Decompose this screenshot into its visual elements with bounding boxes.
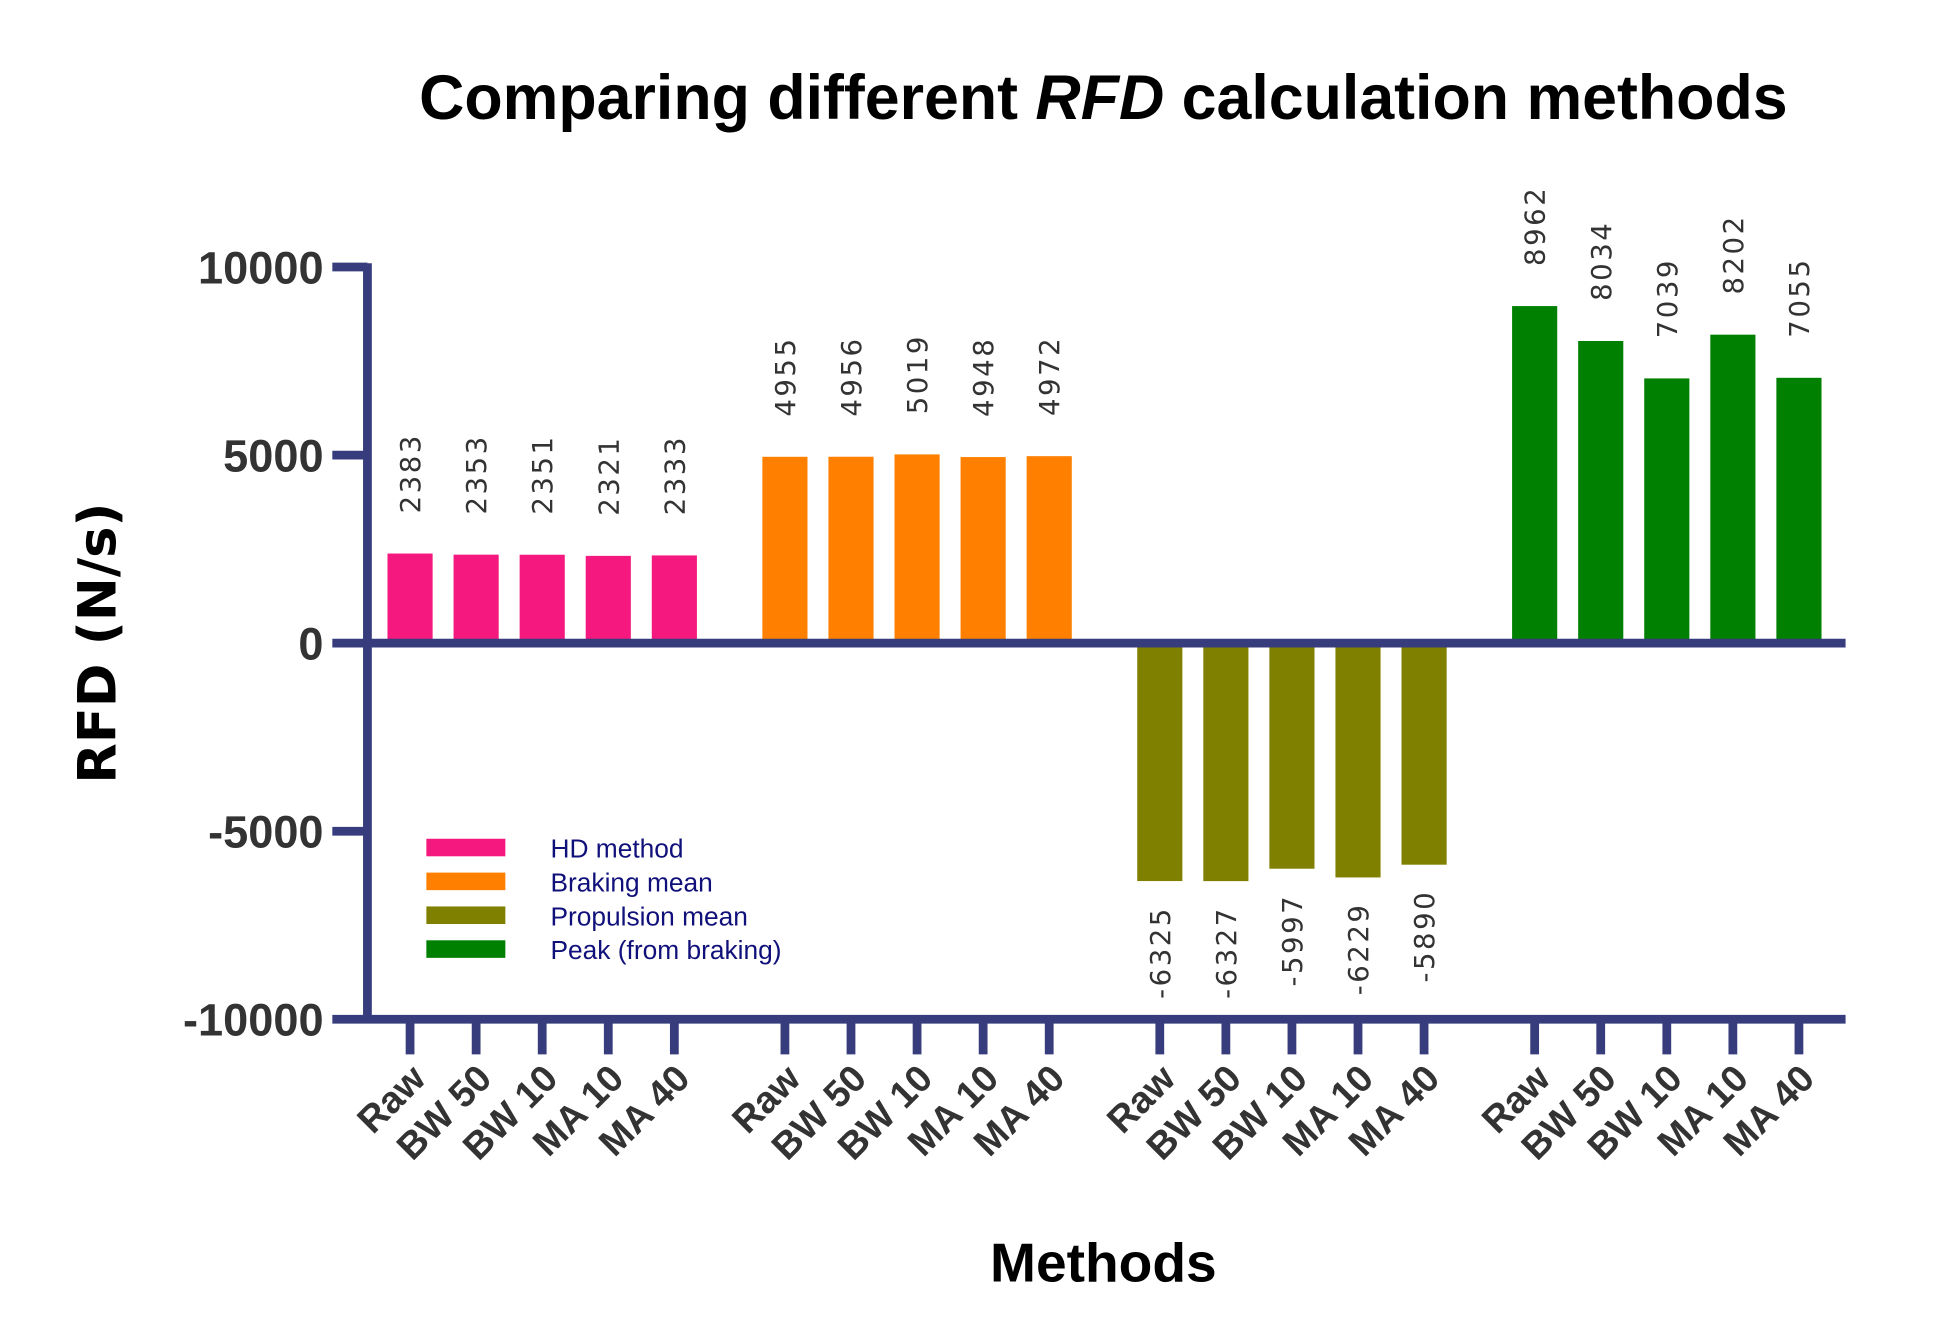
data-label: 7039 bbox=[1651, 258, 1684, 338]
bar-braking-mean-raw bbox=[762, 456, 808, 644]
data-label: 8202 bbox=[1717, 214, 1750, 294]
y-tick-label: 5000 bbox=[223, 430, 323, 481]
data-label: 8034 bbox=[1585, 221, 1618, 301]
bar-hd-method-bw-10 bbox=[519, 554, 565, 644]
chart-title: Comparing different RFD calculation meth… bbox=[419, 63, 1787, 133]
data-label: 2321 bbox=[592, 436, 625, 516]
legend-label: Propulsion mean bbox=[550, 901, 747, 931]
bar-propulsion-mean-bw-50 bbox=[1203, 643, 1249, 882]
data-label: 5019 bbox=[901, 334, 934, 414]
data-label: 4956 bbox=[835, 336, 868, 416]
legend-label: Peak (from braking) bbox=[550, 935, 781, 965]
bar-peak-from-braking--raw bbox=[1512, 306, 1558, 644]
bar-braking-mean-bw-10 bbox=[894, 454, 940, 644]
bar-propulsion-mean-bw-10 bbox=[1269, 643, 1315, 869]
bar-peak-from-braking--bw-10 bbox=[1644, 378, 1690, 644]
data-label: 2351 bbox=[526, 434, 559, 514]
bar-hd-method-bw-50 bbox=[453, 554, 499, 644]
bar-braking-mean-bw-50 bbox=[828, 456, 874, 644]
bar-propulsion-mean-ma-40 bbox=[1401, 643, 1447, 865]
y-tick-label: 10000 bbox=[198, 242, 323, 293]
x-axis-label: Methods bbox=[990, 1231, 1217, 1293]
data-label: 4948 bbox=[967, 337, 1000, 417]
data-label: 8962 bbox=[1519, 186, 1552, 266]
bar-braking-mean-ma-40 bbox=[1026, 456, 1072, 644]
legend-swatch bbox=[426, 872, 506, 891]
y-tick-label: -5000 bbox=[208, 807, 323, 858]
data-label: -6325 bbox=[1144, 906, 1177, 999]
bar-hd-method-ma-40 bbox=[651, 555, 697, 644]
data-label: -5997 bbox=[1276, 894, 1309, 987]
data-label: 7055 bbox=[1783, 257, 1816, 337]
bar-propulsion-mean-ma-10 bbox=[1335, 643, 1381, 878]
bar-peak-from-braking--ma-10 bbox=[1710, 334, 1756, 644]
bar-hd-method-raw bbox=[387, 553, 433, 644]
data-label: 4972 bbox=[1033, 336, 1066, 416]
data-label: 2333 bbox=[658, 435, 691, 515]
y-axis-label: RFD (N/s) bbox=[67, 503, 128, 784]
bar-propulsion-mean-raw bbox=[1137, 643, 1183, 882]
bar-peak-from-braking--ma-40 bbox=[1776, 377, 1822, 644]
legend-swatch bbox=[426, 906, 506, 924]
data-label: -6327 bbox=[1210, 906, 1243, 999]
y-tick-label: -10000 bbox=[183, 995, 324, 1046]
data-label: 4955 bbox=[769, 336, 802, 416]
bar-braking-mean-ma-10 bbox=[960, 457, 1006, 644]
legend-label: Braking mean bbox=[550, 867, 712, 897]
data-label: -5890 bbox=[1408, 890, 1441, 983]
data-label: -6229 bbox=[1342, 903, 1375, 996]
legend-swatch bbox=[426, 838, 506, 857]
data-label: 2353 bbox=[460, 434, 493, 514]
legend-swatch bbox=[426, 940, 506, 958]
bar-peak-from-braking--bw-50 bbox=[1578, 340, 1624, 644]
data-label: 2383 bbox=[394, 433, 427, 513]
y-tick-label: 0 bbox=[298, 618, 323, 669]
bar-hd-method-ma-10 bbox=[585, 555, 631, 644]
legend-label: HD method bbox=[550, 834, 683, 864]
